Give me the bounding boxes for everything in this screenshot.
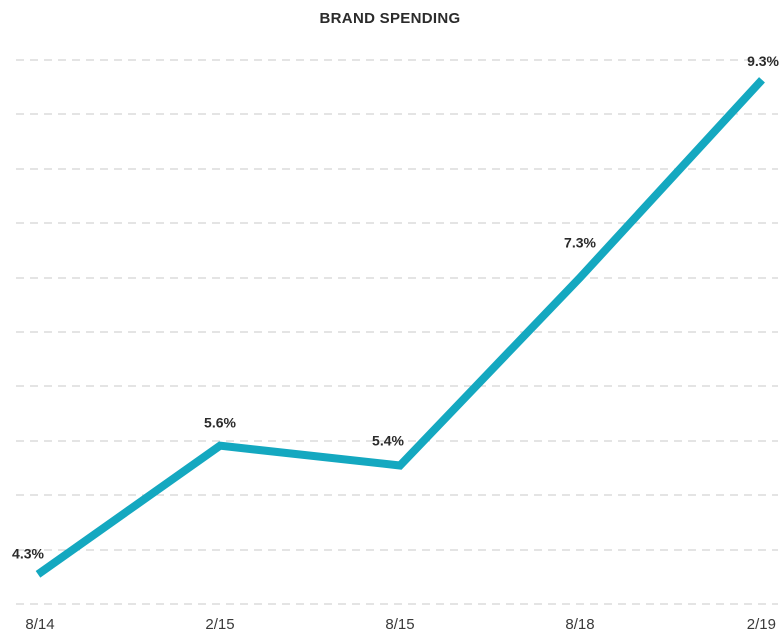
- series-line: [35, 77, 765, 578]
- data-label: 5.6%: [204, 415, 236, 431]
- series-layer: [35, 77, 765, 578]
- data-label: 7.3%: [564, 235, 596, 251]
- gridlines: [16, 59, 778, 605]
- x-tick-label: 2/15: [205, 616, 234, 631]
- data-labels: 4.3% 5.6% 5.4% 7.3% 9.3%: [12, 53, 780, 561]
- x-axis-ticks: 8/14 2/15 8/15 8/18 2/19: [25, 616, 776, 631]
- x-tick-label: 2/19: [747, 616, 776, 631]
- data-label: 9.3%: [747, 53, 779, 69]
- data-label: 4.3%: [12, 545, 44, 561]
- data-label: 5.4%: [372, 433, 404, 449]
- chart-title: BRAND SPENDING: [319, 10, 461, 27]
- x-tick-label: 8/18: [565, 616, 594, 631]
- x-tick-label: 8/15: [385, 616, 414, 631]
- x-tick-label: 8/14: [25, 616, 54, 631]
